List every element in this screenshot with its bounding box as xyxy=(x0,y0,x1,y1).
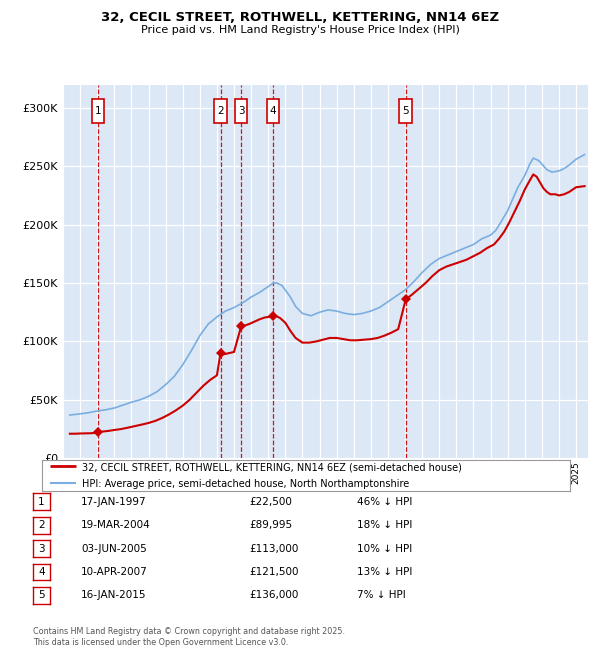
Text: 18% ↓ HPI: 18% ↓ HPI xyxy=(357,520,412,530)
Text: 7% ↓ HPI: 7% ↓ HPI xyxy=(357,590,406,601)
Text: £22,500: £22,500 xyxy=(249,497,292,507)
FancyBboxPatch shape xyxy=(235,99,247,123)
Text: 13% ↓ HPI: 13% ↓ HPI xyxy=(357,567,412,577)
Text: 4: 4 xyxy=(269,106,276,116)
Text: 32, CECIL STREET, ROTHWELL, KETTERING, NN14 6EZ (semi-detached house): 32, CECIL STREET, ROTHWELL, KETTERING, N… xyxy=(82,462,461,472)
Text: HPI: Average price, semi-detached house, North Northamptonshire: HPI: Average price, semi-detached house,… xyxy=(82,479,409,489)
Text: Contains HM Land Registry data © Crown copyright and database right 2025.
This d: Contains HM Land Registry data © Crown c… xyxy=(33,627,345,647)
Text: £121,500: £121,500 xyxy=(249,567,299,577)
FancyBboxPatch shape xyxy=(92,99,104,123)
FancyBboxPatch shape xyxy=(400,99,412,123)
FancyBboxPatch shape xyxy=(214,99,227,123)
Text: 1: 1 xyxy=(38,497,45,507)
Text: 5: 5 xyxy=(38,590,45,601)
Text: 10% ↓ HPI: 10% ↓ HPI xyxy=(357,543,412,554)
Text: 2: 2 xyxy=(217,106,224,116)
Text: 10-APR-2007: 10-APR-2007 xyxy=(81,567,148,577)
Text: 19-MAR-2004: 19-MAR-2004 xyxy=(81,520,151,530)
Text: 32, CECIL STREET, ROTHWELL, KETTERING, NN14 6EZ: 32, CECIL STREET, ROTHWELL, KETTERING, N… xyxy=(101,11,499,24)
Text: 5: 5 xyxy=(403,106,409,116)
Text: 46% ↓ HPI: 46% ↓ HPI xyxy=(357,497,412,507)
Text: £136,000: £136,000 xyxy=(249,590,298,601)
Text: £113,000: £113,000 xyxy=(249,543,298,554)
Text: 3: 3 xyxy=(238,106,245,116)
Text: 1: 1 xyxy=(95,106,101,116)
Text: £89,995: £89,995 xyxy=(249,520,292,530)
Text: 2: 2 xyxy=(38,520,45,530)
Text: Price paid vs. HM Land Registry's House Price Index (HPI): Price paid vs. HM Land Registry's House … xyxy=(140,25,460,34)
Text: 03-JUN-2005: 03-JUN-2005 xyxy=(81,543,147,554)
Text: 16-JAN-2015: 16-JAN-2015 xyxy=(81,590,146,601)
FancyBboxPatch shape xyxy=(266,99,279,123)
Text: 17-JAN-1997: 17-JAN-1997 xyxy=(81,497,146,507)
Text: 3: 3 xyxy=(38,543,45,554)
Text: 4: 4 xyxy=(38,567,45,577)
